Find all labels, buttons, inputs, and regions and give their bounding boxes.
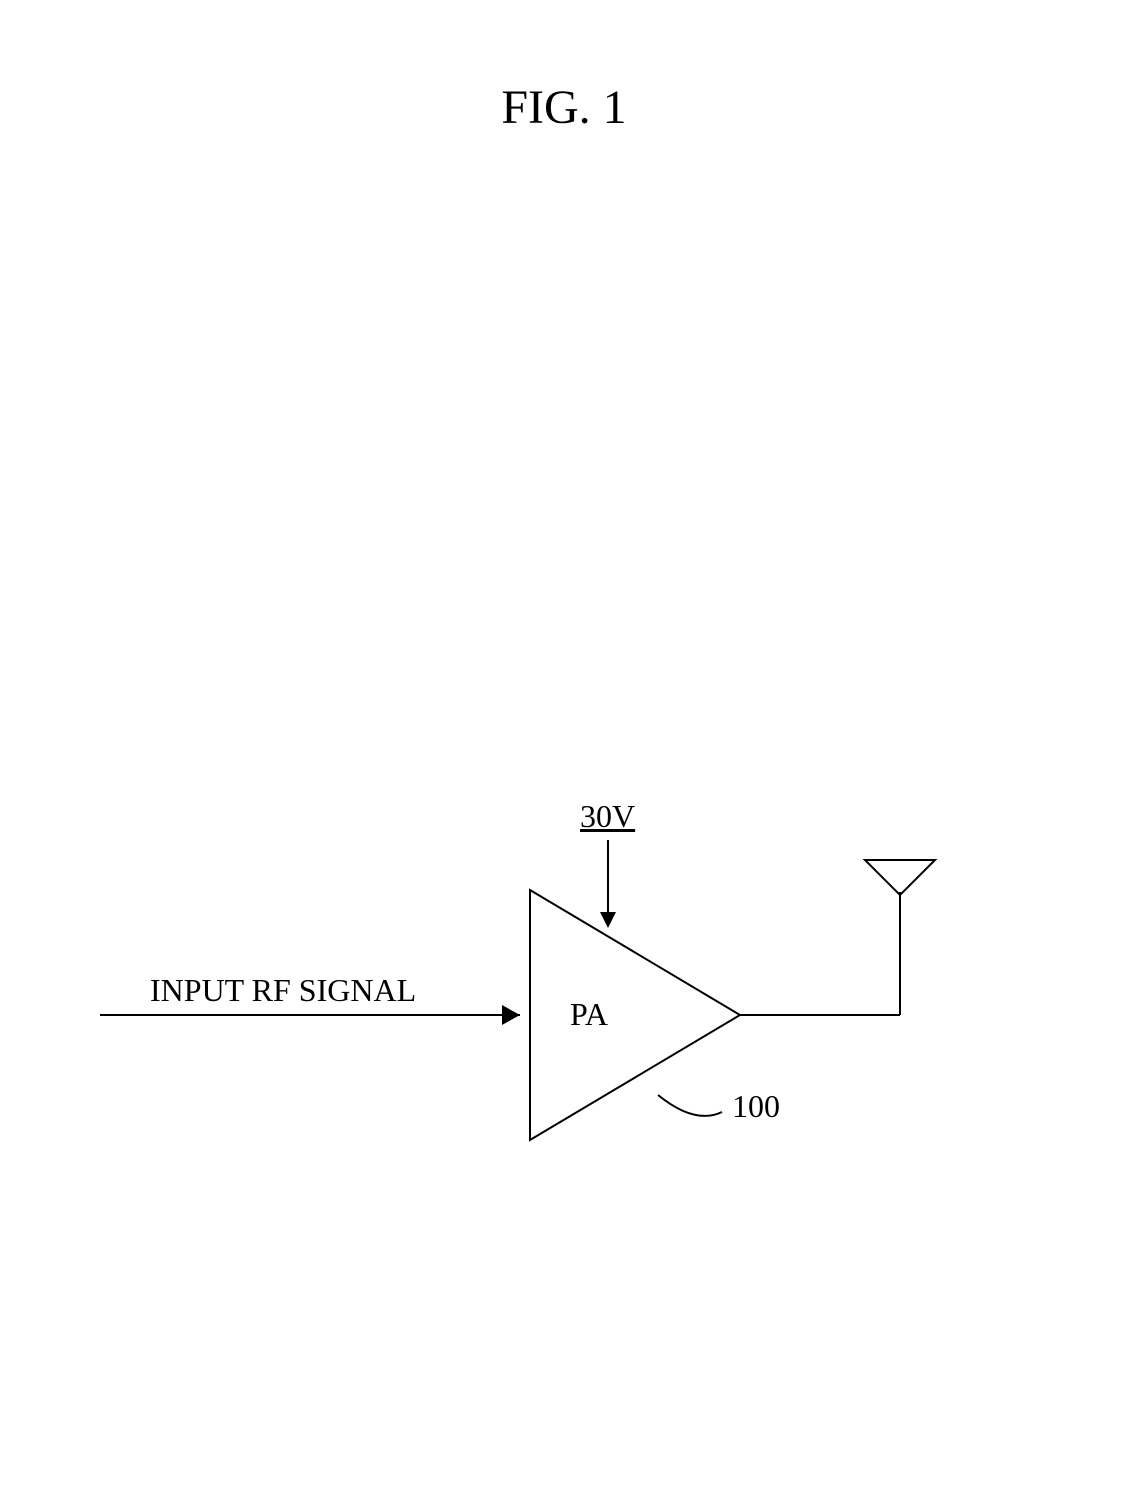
antenna-icon	[865, 860, 935, 895]
voltage-label: 30V	[580, 798, 635, 835]
amplifier-triangle	[530, 890, 740, 1140]
schematic-svg	[100, 780, 1000, 1280]
input-signal-label: INPUT RF SIGNAL	[150, 972, 416, 1009]
ref-leader	[658, 1095, 722, 1116]
amplifier-label: PA	[570, 996, 608, 1033]
reference-number: 100	[732, 1088, 780, 1125]
schematic-diagram: INPUT RF SIGNAL 30V PA 100	[100, 780, 1000, 1280]
input-arrowhead	[502, 1005, 520, 1025]
figure-title: FIG. 1	[501, 80, 626, 135]
voltage-arrowhead	[600, 912, 616, 928]
